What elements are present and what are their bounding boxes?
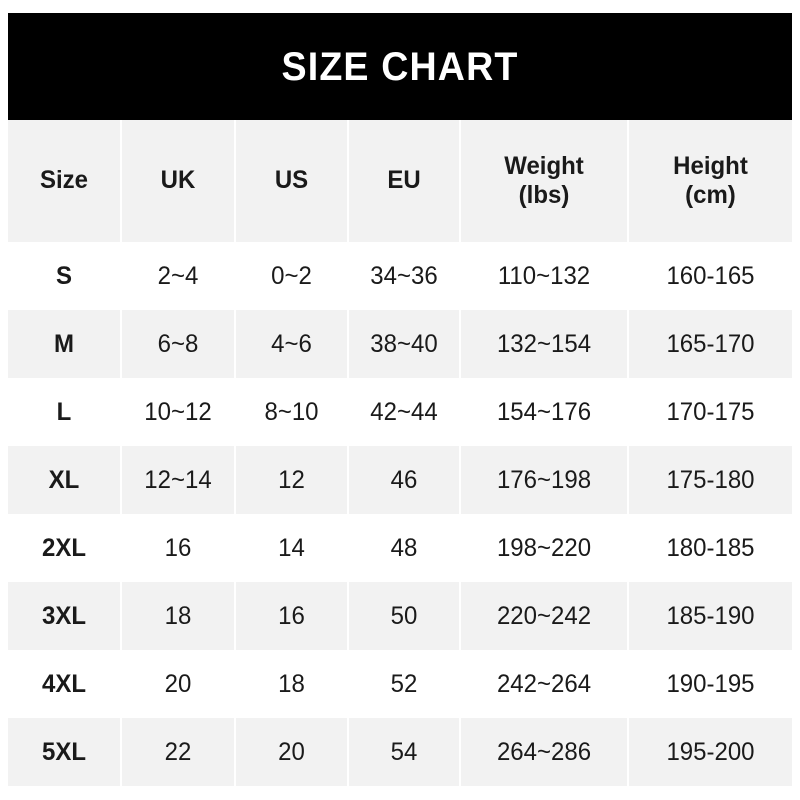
table-row: M 6~8 4~6 38~40 132~154 165-170 [8,310,792,378]
cell-uk: 10~12 [123,378,234,446]
cell-uk: 2~4 [123,242,234,310]
cell-height: 160-165 [666,261,755,290]
cell-height: 195-200 [666,737,755,766]
cell-weight: 264~286 [463,718,626,786]
table-row: XL 12~14 12 46 176~198 175-180 [8,446,792,514]
cell-uk: 20 [123,650,234,718]
cell-size: L [10,378,120,446]
cell-eu: 48 [350,514,459,582]
column-header-height-line1: Height [673,151,748,180]
cell-eu: 42~44 [350,378,459,446]
column-header-size: Size [10,120,120,242]
cell-weight: 220~242 [463,582,626,650]
cell-uk: 18 [123,582,234,650]
cell-us: 8~10 [237,378,347,446]
column-header-size-line1: Size [40,166,89,195]
cell-us: 12 [237,446,347,514]
chart-title-banner: SIZE CHART [8,13,792,120]
table-row: L 10~12 8~10 42~44 154~176 170-175 [8,378,792,446]
cell-eu: 50 [350,582,459,650]
cell-weight: 154~176 [463,378,626,446]
cell-weight: 242~264 [463,650,626,718]
cell-eu: 46 [350,446,459,514]
cell-size: 3XL [10,582,120,650]
cell-eu: 54 [350,718,459,786]
column-header-weight-line2: (lbs) [518,181,570,209]
column-header-us: US [237,120,347,242]
cell-weight: 176~198 [463,446,626,514]
table-row: 3XL 18 16 50 220~242 185-190 [8,582,792,650]
cell-us: 14 [237,514,347,582]
cell-us: 16 [237,582,347,650]
column-header-eu-line1: EU [387,166,421,195]
cell-us: 0~2 [237,242,347,310]
cell-uk: 6~8 [123,310,234,378]
cell-weight: 110~132 [463,242,626,310]
cell-eu: 38~40 [350,310,459,378]
table-row: 4XL 20 18 52 242~264 190-195 [8,650,792,718]
column-header-uk: UK [123,120,234,242]
cell-height: 170-175 [666,397,755,426]
cell-size: 2XL [10,514,120,582]
cell-us: 20 [237,718,347,786]
cell-weight: 132~154 [463,310,626,378]
cell-height: 180-185 [666,533,755,562]
cell-size: 5XL [10,718,120,786]
cell-size: M [10,310,120,378]
cell-eu: 34~36 [350,242,459,310]
column-header-weight-line1: Weight [504,151,584,180]
cell-uk: 12~14 [123,446,234,514]
column-header-weight: Weight (lbs) [463,120,626,242]
cell-height: 185-190 [666,601,755,630]
cell-us: 4~6 [237,310,347,378]
cell-height: 165-170 [666,329,755,358]
size-table: Size UK US EU Weight (lbs) [8,120,792,786]
cell-uk: 16 [123,514,234,582]
table-header-row: Size UK US EU Weight (lbs) [8,120,792,242]
table-body: S 2~4 0~2 34~36 110~132 160-165 M 6~8 4~… [8,242,792,786]
cell-uk: 22 [123,718,234,786]
cell-weight: 198~220 [463,514,626,582]
column-header-height-line2: (cm) [685,181,736,209]
table-row: 5XL 22 20 54 264~286 195-200 [8,718,792,786]
page-title: SIZE CHART [281,44,519,89]
table-header: Size UK US EU Weight (lbs) [8,120,792,242]
column-header-eu: EU [350,120,459,242]
cell-us: 18 [237,650,347,718]
column-header-uk-line1: UK [160,166,196,195]
cell-height: 175-180 [666,465,755,494]
table-row: 2XL 16 14 48 198~220 180-185 [8,514,792,582]
cell-size: 4XL [10,650,120,718]
cell-eu: 52 [350,650,459,718]
cell-size: XL [10,446,120,514]
cell-size: S [10,242,120,310]
size-table-container: Size UK US EU Weight (lbs) [8,120,792,786]
table-row: S 2~4 0~2 34~36 110~132 160-165 [8,242,792,310]
column-header-us-line1: US [274,166,309,195]
cell-height: 190-195 [666,669,755,698]
column-header-height: Height (cm) [631,120,788,242]
